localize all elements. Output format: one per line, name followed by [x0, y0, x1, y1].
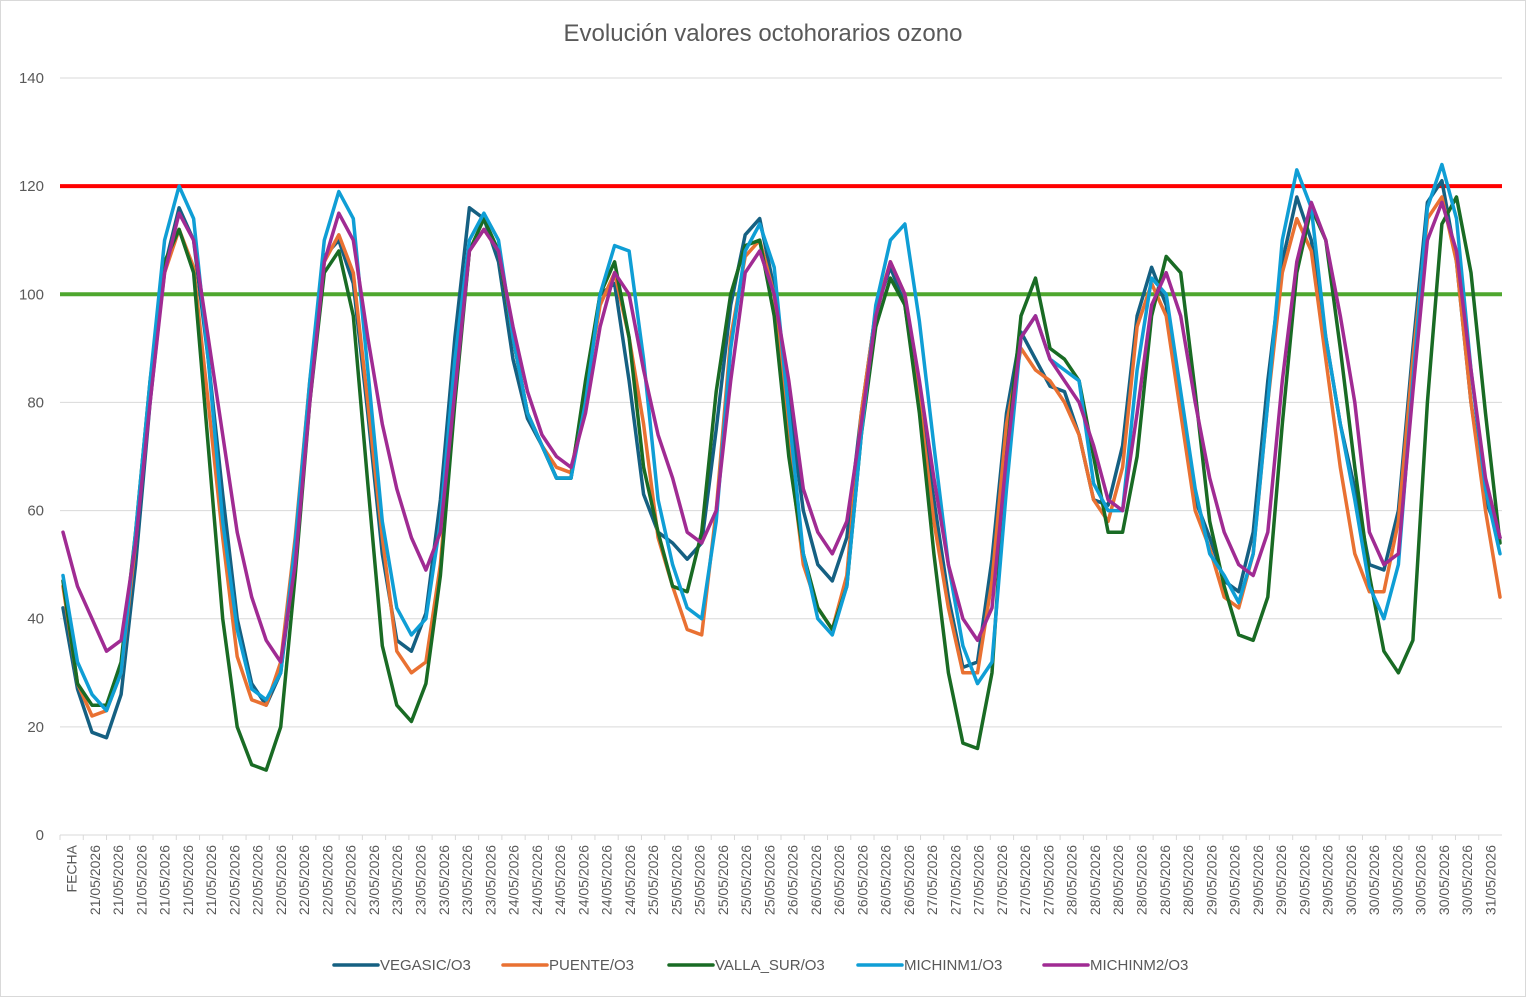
x-tick-label: 27/05/2026: [947, 845, 963, 915]
x-axis: FECHA 21/05/2026 21/05/2026 21/05/2026 21/05…: [59, 834, 1502, 915]
x-tick-label: 21/05/2026: [110, 845, 126, 915]
y-tick-label: 40: [27, 611, 44, 628]
x-tick-label: 30/05/2026: [1389, 845, 1405, 915]
y-tick-label: 0: [36, 827, 44, 844]
x-tick-label: 29/05/2026: [1273, 845, 1289, 915]
x-tick-label: 22/05/2026: [226, 845, 242, 915]
x-tick-label: 24/05/2026: [529, 845, 545, 915]
x-tick-label: 28/05/2026: [1180, 845, 1196, 915]
legend-label: PUENTE/O3: [549, 957, 634, 974]
x-tick-label: 21/05/2026: [87, 845, 103, 915]
x-tick-label: 29/05/2026: [1227, 845, 1243, 915]
x-tick-label: 30/05/2026: [1436, 845, 1452, 915]
x-tick-label: 25/05/2026: [692, 845, 708, 915]
x-tick-label: 29/05/2026: [1320, 845, 1336, 915]
x-tick-label: 25/05/2026: [738, 845, 754, 915]
x-tick-label: 26/05/2026: [831, 845, 847, 915]
gridlines: [60, 77, 1502, 836]
legend-label: MICHINM1/O3: [904, 957, 1002, 974]
x-tick-label: 28/05/2026: [1110, 845, 1126, 915]
x-tick-label: 24/05/2026: [622, 845, 638, 915]
x-tick-label: 28/05/2026: [1087, 845, 1103, 915]
x-tick-label: 26/05/2026: [854, 845, 870, 915]
y-tick-label: 140: [19, 70, 44, 87]
x-tick-label: FECHA: [64, 844, 80, 892]
series-line: [61, 195, 1502, 718]
y-tick-label: 20: [27, 719, 44, 736]
x-tick-label: 21/05/2026: [203, 845, 219, 915]
x-tick-label: 23/05/2026: [459, 845, 475, 915]
x-tick-label: 26/05/2026: [808, 845, 824, 915]
y-axis-ticks: 0 20 40 60 80 100 120 140: [19, 70, 44, 844]
series-lines: [61, 162, 1502, 772]
x-tick-label: 30/05/2026: [1413, 845, 1429, 915]
x-tick-label: 23/05/2026: [482, 845, 498, 915]
x-tick-label: 23/05/2026: [413, 845, 429, 915]
x-tick-label: 21/05/2026: [157, 845, 173, 915]
x-tick-label: 30/05/2026: [1459, 845, 1475, 915]
x-tick-label: 24/05/2026: [599, 845, 615, 915]
legend-label: VALLA_SUR/O3: [715, 957, 825, 974]
x-tick-label: 27/05/2026: [924, 845, 940, 915]
x-tick-label: 24/05/2026: [575, 845, 591, 915]
legend-label: MICHINM2/O3: [1090, 957, 1188, 974]
x-tick-label: 25/05/2026: [645, 845, 661, 915]
x-tick-label: 28/05/2026: [1064, 845, 1080, 915]
x-tick-label: 24/05/2026: [506, 845, 522, 915]
x-tick-label: 22/05/2026: [273, 845, 289, 915]
x-tick-label: 21/05/2026: [133, 845, 149, 915]
x-tick-label: 22/05/2026: [343, 845, 359, 915]
x-tick-label: 22/05/2026: [320, 845, 336, 915]
x-tick-label: 25/05/2026: [715, 845, 731, 915]
x-tick-label: 22/05/2026: [296, 845, 312, 915]
x-tick-label: 25/05/2026: [668, 845, 684, 915]
x-tick-label: 30/05/2026: [1366, 845, 1382, 915]
series-line: [61, 200, 1502, 664]
x-tick-label: 26/05/2026: [901, 845, 917, 915]
x-tick-label: 30/05/2026: [1343, 845, 1359, 915]
y-tick-label: 100: [19, 286, 44, 303]
y-tick-label: 80: [27, 394, 44, 411]
x-tick-label: 25/05/2026: [761, 845, 777, 915]
x-tick-label: 29/05/2026: [1296, 845, 1312, 915]
x-tick-label: 23/05/2026: [389, 845, 405, 915]
x-tick-label: 27/05/2026: [971, 845, 987, 915]
legend-label: VEGASIC/O3: [380, 957, 471, 974]
legend: VEGASIC/O3 PUENTE/O3 VALLA_SUR/O3 MICHINM1/…: [332, 957, 1188, 974]
x-tick-label: 29/05/2026: [1250, 845, 1266, 915]
x-tick-label: 28/05/2026: [1134, 845, 1150, 915]
series-line: [61, 195, 1502, 772]
y-tick-label: 60: [27, 503, 44, 520]
x-tick-label: 29/05/2026: [1203, 845, 1219, 915]
x-tick-label: 23/05/2026: [436, 845, 452, 915]
x-tick-label: 31/05/2026: [1482, 845, 1498, 915]
x-tick-label: 26/05/2026: [878, 845, 894, 915]
x-tick-label: 26/05/2026: [785, 845, 801, 915]
x-tick-label: 23/05/2026: [366, 845, 382, 915]
x-tick-label: 24/05/2026: [552, 845, 568, 915]
y-tick-label: 120: [19, 178, 44, 195]
x-tick-label: 27/05/2026: [1041, 845, 1057, 915]
x-tick-label: 28/05/2026: [1157, 845, 1173, 915]
x-tick-label: 27/05/2026: [1017, 845, 1033, 915]
chart-title: Evolución valores octohorarios ozono: [563, 20, 963, 47]
x-tick-label: 21/05/2026: [180, 845, 196, 915]
x-tick-label: 22/05/2026: [250, 845, 266, 915]
threshold-lines: [60, 184, 1502, 297]
x-tick-label: 27/05/2026: [994, 845, 1010, 915]
